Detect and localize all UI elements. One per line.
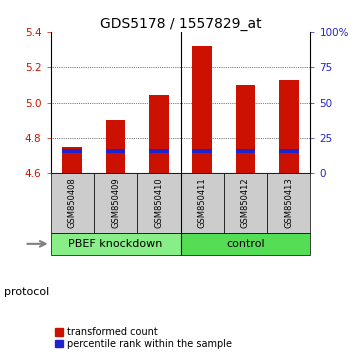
Text: GSM850409: GSM850409 <box>111 178 120 228</box>
Text: GSM850412: GSM850412 <box>241 178 250 228</box>
Title: GDS5178 / 1557829_at: GDS5178 / 1557829_at <box>100 17 261 31</box>
Bar <box>267 173 310 233</box>
Bar <box>192 149 212 153</box>
Bar <box>192 46 212 173</box>
Bar <box>62 147 82 173</box>
Bar <box>279 149 299 153</box>
Text: protocol: protocol <box>4 287 49 297</box>
Text: GSM850411: GSM850411 <box>198 178 206 228</box>
Text: GSM850413: GSM850413 <box>284 178 293 228</box>
Bar <box>279 80 299 173</box>
Bar <box>236 149 255 153</box>
Bar <box>62 149 82 153</box>
Bar <box>149 149 169 153</box>
Bar <box>137 173 180 233</box>
Bar <box>180 173 224 233</box>
Text: control: control <box>226 239 265 249</box>
Bar <box>180 233 310 255</box>
Bar <box>236 85 255 173</box>
Bar <box>224 173 267 233</box>
Bar <box>149 96 169 173</box>
Bar <box>106 120 125 173</box>
Text: GSM850410: GSM850410 <box>155 178 163 228</box>
Bar <box>51 173 94 233</box>
Text: GSM850408: GSM850408 <box>68 178 77 228</box>
Legend: transformed count, percentile rank within the sample: transformed count, percentile rank withi… <box>55 327 232 349</box>
Text: PBEF knockdown: PBEF knockdown <box>68 239 163 249</box>
Bar <box>51 233 180 255</box>
Bar <box>106 149 125 153</box>
Bar <box>94 173 137 233</box>
